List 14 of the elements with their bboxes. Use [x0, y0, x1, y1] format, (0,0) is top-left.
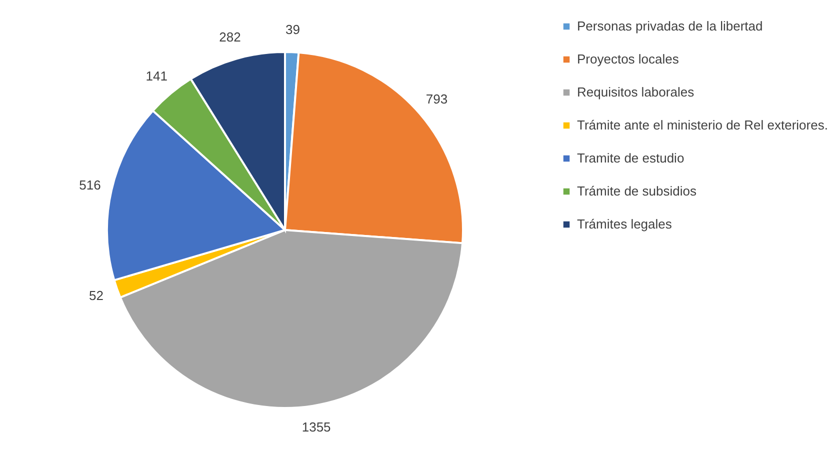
legend-label: Proyectos locales	[577, 52, 680, 66]
legend-label: Tramite de estudio	[577, 150, 684, 166]
data-label: 1355	[302, 420, 331, 435]
legend-label: Personas privadas de la libertad	[577, 18, 763, 34]
data-label: 141	[146, 68, 168, 84]
data-label: 282	[219, 30, 241, 45]
legend-label: Requisitos laborales	[577, 84, 695, 100]
data-label: 39	[285, 22, 300, 38]
data-label: 52	[89, 288, 104, 304]
data-label: 793	[426, 92, 448, 107]
legend-label: Trámite ante el ministerio de Rel exteriores.	[577, 118, 828, 132]
legend-label: Trámites legales	[577, 216, 672, 232]
legend-label: Trámite de subsidios	[577, 184, 697, 198]
data-label: 516	[79, 177, 101, 192]
